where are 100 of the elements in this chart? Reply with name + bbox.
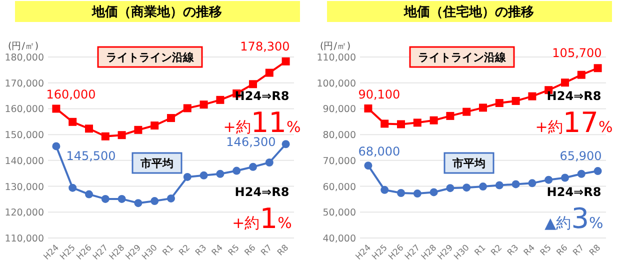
point <box>380 186 389 194</box>
data-label: 146,300 <box>226 135 276 150</box>
x-tick-label: R1 <box>473 243 488 258</box>
y-tick-label: 70,000 <box>322 156 356 167</box>
series-label: 市平均 <box>452 157 486 170</box>
y-tick-label: 110,000 <box>4 234 44 244</box>
point <box>101 194 110 203</box>
annotation: H24⇒R8 <box>546 185 602 199</box>
point <box>495 99 504 108</box>
point <box>183 104 192 112</box>
point <box>101 132 110 140</box>
point <box>479 182 487 191</box>
x-tick-label: R5 <box>226 243 242 258</box>
data-label: 105,700 <box>552 46 602 60</box>
y-tick-label: 110,000 <box>316 52 356 64</box>
y-tick-label: 170,000 <box>4 78 44 90</box>
y-tick-label: 90,000 <box>322 104 356 116</box>
point <box>413 190 422 198</box>
point <box>577 70 586 79</box>
y-tick-label: 120,000 <box>4 208 44 219</box>
data-label: 178,300 <box>240 39 290 54</box>
point <box>167 194 175 202</box>
x-tick-label: R3 <box>194 243 209 258</box>
y-tick-label: 150,000 <box>4 130 44 142</box>
text: ライトライン沿線 <box>418 51 507 64</box>
annotation: H24⇒R8 <box>546 89 602 103</box>
annotation: ▲約3% <box>544 202 604 235</box>
point <box>68 118 77 126</box>
point <box>52 104 60 113</box>
point <box>167 114 175 122</box>
point <box>479 104 487 112</box>
annotation: H24⇒R8 <box>234 185 290 199</box>
y-tick-label: 60,000 <box>322 182 356 193</box>
x-tick-label: R8 <box>588 243 603 258</box>
y-tick-label: 140,000 <box>4 156 44 167</box>
point <box>282 140 290 148</box>
chart-title: 地価（商業地）の推移 <box>91 4 222 20</box>
point <box>68 184 77 192</box>
point <box>150 197 159 206</box>
y-tick-label: 80,000 <box>322 130 356 142</box>
point <box>446 184 454 192</box>
point <box>495 181 504 190</box>
point <box>528 179 536 188</box>
series-label: 市平均 <box>140 157 174 170</box>
y-axis-title: (円/㎡) <box>8 41 39 52</box>
point <box>561 174 569 182</box>
y-tick-label: 100,000 <box>316 78 356 90</box>
point <box>364 104 372 112</box>
point <box>265 158 274 166</box>
x-tick-label: R6 <box>555 243 570 258</box>
point <box>430 116 438 124</box>
data-label: 65,900 <box>560 149 602 164</box>
point <box>52 142 60 150</box>
point <box>380 120 389 128</box>
point <box>216 170 224 178</box>
x-tick-label: R4 <box>210 243 226 258</box>
x-tick-label: R5 <box>538 243 554 258</box>
point <box>118 194 126 203</box>
data-label: 90,100 <box>358 87 400 102</box>
point <box>446 112 454 120</box>
x-tick-label: R7 <box>571 243 587 258</box>
point <box>594 64 602 72</box>
point <box>462 184 471 192</box>
x-tick-label: R6 <box>243 243 258 258</box>
point <box>561 78 569 87</box>
point <box>232 166 241 175</box>
point <box>134 199 142 208</box>
point <box>200 100 208 109</box>
x-tick-label: R2 <box>177 243 193 258</box>
x-tick-label: R8 <box>276 243 291 258</box>
point <box>594 167 602 176</box>
x-tick-label: R7 <box>259 243 275 258</box>
data-label: 145,500 <box>66 149 116 164</box>
point <box>397 189 405 198</box>
chart-title: 地価（住宅地）の推移 <box>403 4 534 20</box>
point <box>85 190 93 198</box>
y-tick-label: 40,000 <box>322 234 356 244</box>
x-tick-label: R2 <box>489 243 505 258</box>
point <box>249 80 257 88</box>
y-axis-title: (円/㎡) <box>320 41 351 52</box>
point <box>216 96 224 104</box>
point <box>512 180 520 188</box>
x-tick-label: R3 <box>506 243 521 258</box>
y-tick-label: 130,000 <box>4 182 44 193</box>
data-label: 68,000 <box>358 144 400 159</box>
point <box>430 188 438 196</box>
point <box>134 126 142 134</box>
point <box>364 162 372 170</box>
point <box>577 170 586 178</box>
point <box>183 172 192 181</box>
point <box>118 131 126 140</box>
annotation: H24⇒R8 <box>234 89 290 103</box>
x-tick-label: R1 <box>161 243 176 258</box>
point <box>85 124 93 133</box>
point <box>265 68 274 77</box>
point <box>512 96 520 105</box>
point <box>249 162 257 171</box>
point <box>397 120 405 128</box>
x-tick-label: R4 <box>522 243 538 258</box>
point <box>150 122 159 130</box>
